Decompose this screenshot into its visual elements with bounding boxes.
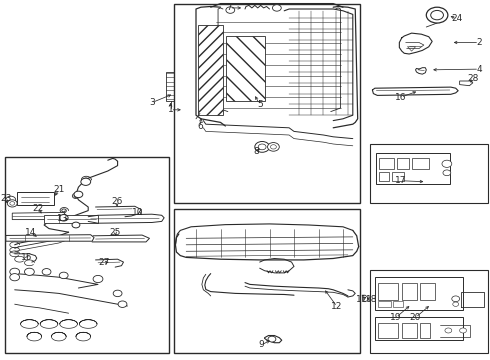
Circle shape [10, 274, 20, 281]
Circle shape [10, 268, 20, 275]
Text: 26: 26 [111, 197, 122, 206]
Circle shape [10, 202, 15, 205]
Bar [379, 158, 394, 169]
Text: 23: 23 [0, 194, 12, 203]
Bar [397, 158, 409, 169]
Circle shape [268, 143, 279, 151]
Polygon shape [6, 235, 94, 241]
Text: 13: 13 [57, 214, 69, 223]
Polygon shape [460, 81, 473, 86]
Bar [420, 283, 435, 300]
Text: 17: 17 [395, 176, 407, 185]
Text: 21: 21 [53, 184, 65, 194]
Circle shape [6, 196, 16, 203]
Circle shape [442, 160, 452, 167]
Text: 2: 2 [476, 38, 482, 47]
Circle shape [59, 215, 68, 221]
Bar [378, 301, 391, 307]
Text: 10: 10 [132, 208, 144, 217]
Text: 12: 12 [331, 302, 343, 311]
Text: 3: 3 [149, 98, 155, 107]
Circle shape [72, 222, 80, 228]
Polygon shape [226, 36, 265, 101]
Bar [375, 277, 463, 310]
Text: 8: 8 [253, 148, 259, 156]
Bar [375, 317, 463, 340]
Text: 25: 25 [109, 228, 121, 237]
Circle shape [7, 200, 17, 207]
Circle shape [272, 5, 281, 11]
Text: 5: 5 [257, 100, 263, 109]
Circle shape [74, 191, 83, 198]
Bar [378, 323, 398, 338]
Text: 22: 22 [33, 204, 44, 212]
Text: 9: 9 [259, 341, 265, 349]
Circle shape [460, 328, 466, 333]
Circle shape [270, 145, 276, 149]
Text: 4: 4 [476, 65, 482, 74]
Text: 15: 15 [21, 253, 33, 262]
Text: 16: 16 [395, 93, 407, 102]
Circle shape [59, 272, 68, 279]
Bar [166, 72, 175, 101]
Circle shape [431, 10, 443, 20]
Text: 19: 19 [390, 313, 402, 322]
Circle shape [255, 141, 270, 152]
Text: 28: 28 [467, 74, 479, 83]
Bar [412, 158, 429, 169]
Circle shape [268, 336, 276, 342]
Circle shape [445, 328, 452, 333]
Circle shape [93, 275, 103, 283]
Circle shape [113, 290, 122, 297]
Circle shape [443, 170, 451, 176]
Circle shape [42, 269, 51, 275]
Circle shape [453, 302, 459, 306]
Circle shape [24, 268, 34, 275]
Circle shape [426, 7, 448, 23]
Bar [420, 323, 430, 338]
Bar [370, 270, 488, 353]
Bar [402, 323, 416, 338]
Text: 27: 27 [98, 258, 110, 267]
Bar [392, 172, 404, 181]
Polygon shape [198, 25, 223, 115]
Bar [174, 4, 360, 203]
Text: 24: 24 [451, 14, 462, 23]
Bar [393, 301, 403, 307]
Bar [17, 192, 54, 205]
Circle shape [81, 178, 91, 185]
Bar [44, 215, 98, 223]
Bar [370, 144, 488, 203]
Bar [174, 209, 360, 353]
Circle shape [118, 301, 127, 307]
Text: 1: 1 [168, 105, 173, 114]
Text: 6: 6 [197, 122, 203, 131]
Text: 14: 14 [24, 228, 36, 237]
Bar [402, 283, 416, 300]
Text: 18: 18 [366, 295, 377, 304]
Text: 20: 20 [410, 313, 421, 322]
Polygon shape [12, 212, 66, 220]
Circle shape [226, 7, 235, 13]
Text: 7: 7 [226, 3, 232, 12]
Bar [376, 153, 450, 184]
Bar [5, 157, 169, 353]
Bar [378, 283, 398, 300]
Circle shape [452, 296, 460, 302]
Bar [379, 172, 389, 181]
Text: 11: 11 [356, 295, 368, 304]
Circle shape [258, 144, 266, 150]
